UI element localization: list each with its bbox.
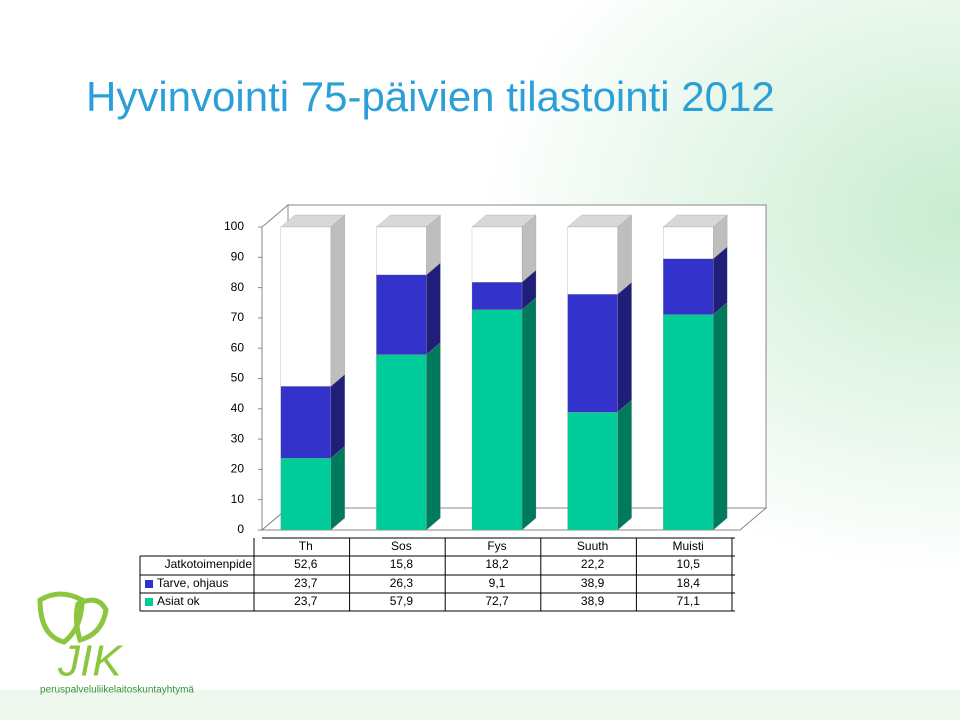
bar [663, 226, 714, 259]
bar [567, 226, 618, 295]
bar-side [617, 281, 632, 413]
bar [567, 411, 618, 531]
x-tick-label: Sos [391, 539, 412, 553]
x-tick-label: Muisti [673, 539, 704, 553]
bar [280, 386, 331, 459]
legend-label: Tarve, ohjaus [157, 576, 228, 590]
bar [376, 226, 427, 276]
y-tick-label: 20 [231, 462, 245, 476]
bar-side [426, 262, 441, 355]
y-tick-label: 10 [231, 492, 245, 506]
y-tick-label: 30 [231, 431, 245, 445]
data-label: 18,2 [485, 557, 509, 571]
bar [471, 226, 523, 283]
data-label: 71,1 [677, 594, 701, 608]
bar-side [617, 214, 632, 295]
y-tick-label: 80 [231, 280, 245, 294]
data-label: 38,9 [581, 576, 605, 590]
x-tick-label: Suuth [577, 539, 608, 553]
bar [471, 309, 523, 531]
bar-side [330, 214, 345, 387]
legend-label: Asiat ok [157, 594, 201, 608]
y-tick-label: 40 [231, 401, 245, 415]
legend-swatch [145, 598, 153, 606]
data-label: 15,8 [390, 557, 414, 571]
legend-swatch [145, 580, 153, 588]
bar [567, 294, 618, 413]
bar [280, 226, 331, 387]
data-label: 26,3 [390, 576, 414, 590]
bar-side [330, 445, 345, 531]
bar [376, 354, 427, 531]
bar-side [713, 302, 728, 531]
data-label: 72,7 [485, 594, 509, 608]
legend-label: Jatkotoimenpide [165, 557, 253, 571]
logo-leaf [73, 597, 109, 644]
bar-side [426, 342, 441, 531]
bar [663, 258, 714, 315]
bar-side [330, 374, 345, 459]
data-label: 23,7 [294, 576, 318, 590]
y-tick-label: 100 [224, 219, 244, 233]
x-tick-label: Fys [487, 539, 506, 553]
footer-band [0, 690, 960, 720]
y-tick-label: 90 [231, 249, 245, 263]
data-label: 23,7 [294, 594, 318, 608]
chart-title: Hyvinvointi 75-päivien tilastointi 2012 [86, 73, 775, 120]
logo-text: JIK [57, 637, 123, 686]
data-label: 52,6 [294, 557, 318, 571]
bar-side [617, 399, 632, 531]
y-tick-label: 50 [231, 371, 245, 385]
y-tick-label: 70 [231, 310, 245, 324]
x-tick-label: Th [299, 539, 313, 553]
bar [376, 274, 427, 355]
logo: JIK peruspalveluliikelaitoskuntayhtymä [37, 591, 194, 696]
y-tick-label: 0 [237, 522, 244, 536]
bar-side [521, 297, 537, 531]
data-label: 10,5 [677, 557, 701, 571]
data-label: 9,1 [489, 576, 506, 590]
y-tick-label: 60 [231, 340, 245, 354]
bar [471, 281, 523, 310]
data-label: 38,9 [581, 594, 605, 608]
data-label: 18,4 [677, 576, 701, 590]
bar [663, 314, 714, 531]
logo-tagline: peruspalveluliikelaitoskuntayhtymä [40, 685, 194, 696]
data-label: 57,9 [390, 594, 414, 608]
bar [280, 458, 331, 531]
data-label: 22,2 [581, 557, 605, 571]
